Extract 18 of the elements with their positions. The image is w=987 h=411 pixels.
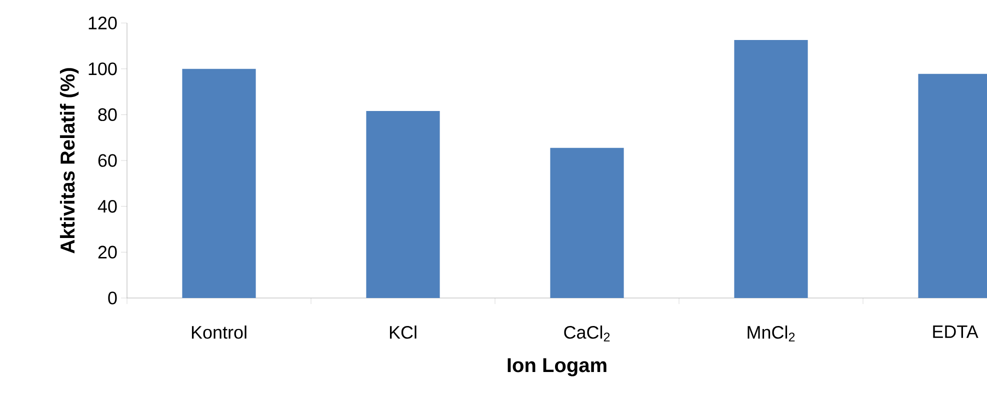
y-tick-label: 40	[98, 200, 117, 213]
x-axis-title: Ion Logam	[508, 358, 606, 376]
y-tick-label: 100	[88, 62, 117, 76]
x-tick-label: Kontrol	[192, 326, 246, 339]
y-tick-label: 0	[108, 292, 117, 304]
y-tick-label: 80	[98, 108, 117, 122]
bar	[366, 111, 440, 298]
x-tick-label: KCl	[390, 326, 416, 339]
bar	[182, 68, 256, 298]
y-tick-label: 120	[88, 16, 117, 30]
x-tick-label: CaCl$_{2}$	[564, 326, 610, 342]
bar	[550, 148, 624, 298]
x-tick-label: MnCl$_{2}$	[748, 326, 795, 342]
bar	[734, 40, 808, 298]
x-tick-label: EDTA	[933, 326, 978, 338]
y-tick-label: 20	[98, 246, 117, 259]
y-tick-label: 60	[98, 154, 117, 167]
y-axis-title: Aktivitas Relatif (%)	[60, 68, 79, 254]
